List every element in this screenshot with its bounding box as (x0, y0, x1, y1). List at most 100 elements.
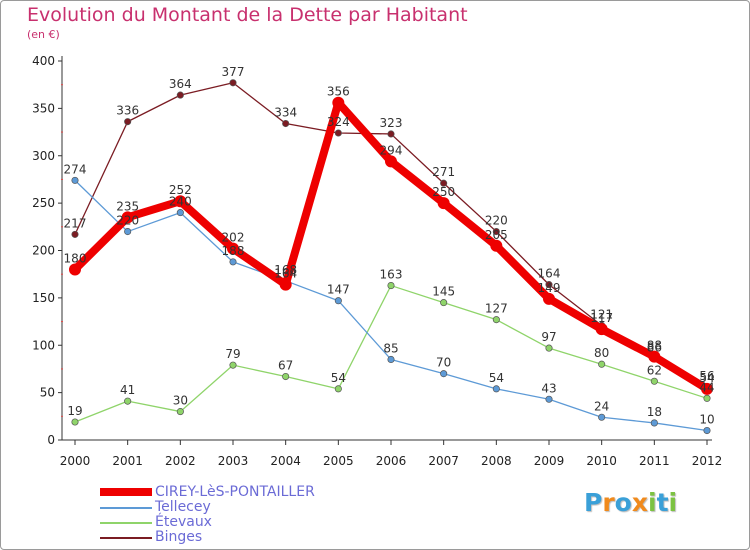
y-tick-label: 350 (32, 101, 55, 115)
data-label-tevaux: 79 (225, 347, 240, 361)
data-label-binges: 324 (327, 115, 350, 129)
data-point-cirey-l-s-pontailler (595, 323, 608, 336)
data-point-tellecey (440, 370, 448, 378)
data-label-cirey-l-s-pontailler: 117 (590, 311, 613, 325)
proxiti-logo: Proxiti (584, 488, 677, 517)
x-tick-label: 2009 (534, 454, 565, 468)
data-label-binges: 86 (647, 341, 662, 355)
data-point-binges (440, 179, 448, 187)
chart-subtitle: (en €) (27, 28, 60, 41)
data-label-cirey-l-s-pontailler: 235 (116, 199, 139, 213)
x-tick-label: 2012 (692, 454, 723, 468)
x-tick-label: 2003 (218, 454, 249, 468)
data-label-cirey-l-s-pontailler: 149 (538, 281, 561, 295)
data-label-binges: 334 (274, 106, 297, 120)
data-point-binges (71, 230, 79, 238)
logo-letter: x (631, 488, 648, 517)
data-label-tevaux: 41 (120, 383, 135, 397)
data-label-tevaux: 19 (67, 404, 82, 418)
legend-swatch (100, 488, 152, 496)
data-point-cirey-l-s-pontailler (437, 197, 450, 210)
data-label-cirey-l-s-pontailler: 356 (327, 85, 350, 99)
data-point-tevaux (334, 385, 342, 393)
data-label-tellecey: 10 (699, 413, 714, 427)
data-label-cirey-l-s-pontailler: 164 (274, 267, 297, 281)
legend-item-binges: Binges (100, 529, 360, 545)
data-label-tevaux: 54 (331, 371, 346, 385)
x-tick-label: 2005 (323, 454, 354, 468)
data-point-tellecey (545, 395, 553, 403)
y-tick-label: 300 (32, 149, 55, 163)
data-point-tevaux (545, 344, 553, 352)
data-point-cirey-l-s-pontailler (279, 278, 292, 291)
data-label-binges: 271 (432, 165, 455, 179)
data-label-tellecey: 18 (647, 405, 662, 419)
data-label-cirey-l-s-pontailler: 294 (380, 143, 403, 157)
data-point-cirey-l-s-pontailler (648, 350, 661, 363)
data-point-tevaux (703, 394, 711, 402)
legend-item-tevaux: Étevaux (100, 514, 360, 530)
data-point-tevaux (492, 316, 500, 324)
data-label-tellecey: 85 (383, 341, 398, 355)
data-point-tellecey (703, 426, 711, 435)
x-tick-label: 2004 (270, 454, 301, 468)
data-label-tellecey: 274 (64, 162, 87, 176)
data-point-binges (492, 228, 500, 236)
logo-letter: o (614, 488, 632, 517)
data-label-tellecey: 54 (489, 371, 504, 385)
data-label-tellecey: 24 (594, 399, 609, 413)
data-label-tellecey: 70 (436, 356, 451, 370)
data-point-tellecey (492, 385, 500, 393)
data-label-binges: 217 (64, 216, 87, 230)
legend-item-tellecey: Tellecey (100, 499, 360, 515)
data-point-tellecey (229, 258, 237, 266)
data-label-tellecey: 168 (274, 263, 297, 277)
data-point-tevaux (598, 360, 606, 368)
data-point-tevaux (387, 282, 395, 290)
data-label-tevaux: 163 (380, 268, 403, 282)
data-point-tellecey (387, 355, 395, 364)
legend-swatch (100, 522, 152, 524)
data-point-binges (545, 281, 553, 289)
data-label-tevaux: 145 (432, 285, 455, 299)
chart-title: Evolution du Montant de la Dette par Hab… (27, 4, 468, 26)
data-label-cirey-l-s-pontailler: 180 (64, 251, 87, 265)
data-point-tellecey (176, 209, 184, 217)
data-point-cirey-l-s-pontailler (385, 155, 397, 168)
y-tick-label: 400 (32, 54, 55, 68)
data-label-tevaux: 67 (278, 359, 293, 373)
chart-legend: CIREY-LèS-PONTAILLER Tellecey Étevaux Binge… (100, 484, 360, 545)
legend-swatch (100, 507, 152, 509)
data-point-tevaux (650, 377, 658, 385)
data-label-tevaux: 44 (699, 380, 714, 394)
data-point-cirey-l-s-pontailler (543, 292, 555, 305)
data-point-tellecey (334, 297, 342, 305)
x-tick-label: 2006 (376, 454, 407, 468)
x-tick-label: 2011 (639, 454, 670, 468)
data-point-binges (282, 119, 290, 128)
data-label-tellecey: 43 (541, 381, 556, 395)
x-tick-label: 2000 (60, 454, 91, 468)
data-label-binges: 323 (380, 116, 403, 130)
data-label-binges: 336 (116, 104, 139, 118)
logo-letter: i (648, 488, 657, 517)
data-label-cirey-l-s-pontailler: 202 (222, 231, 245, 245)
data-label-tellecey: 240 (169, 195, 192, 209)
data-label-binges: 220 (485, 214, 508, 228)
data-label-tellecey: 188 (222, 244, 245, 258)
x-tick-label: 2001 (112, 454, 143, 468)
x-tick-label: 2002 (165, 454, 196, 468)
data-point-tellecey (598, 413, 606, 421)
legend-label: CIREY-LèS-PONTAILLER (155, 484, 315, 500)
data-point-binges (124, 118, 132, 126)
legend-label: Étevaux (155, 514, 212, 530)
data-point-tellecey (650, 419, 658, 427)
x-tick-label: 2010 (586, 454, 617, 468)
y-tick-label: 50 (40, 386, 55, 400)
x-tick-label: 2007 (428, 454, 459, 468)
data-label-binges: 56 (699, 369, 714, 383)
data-label-cirey-l-s-pontailler: 252 (169, 183, 192, 197)
data-label-binges: 377 (222, 65, 245, 79)
